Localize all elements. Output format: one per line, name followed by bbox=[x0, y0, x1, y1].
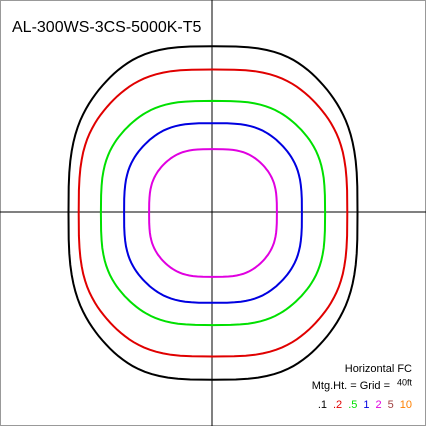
isoline bbox=[123, 122, 303, 304]
legend-entry: 5 bbox=[388, 399, 394, 411]
mounting-label: Mtg.Ht. = Grid = bbox=[312, 380, 390, 392]
chart-title: AL-300WS-3CS-5000K-T5 bbox=[12, 19, 202, 36]
legend-entry: .5 bbox=[348, 399, 357, 411]
legend-entry: 2 bbox=[376, 399, 382, 411]
legend-entry: .1 bbox=[318, 399, 327, 411]
isoline bbox=[148, 148, 278, 278]
isoline bbox=[77, 68, 349, 358]
legend-entry: 1 bbox=[363, 399, 369, 411]
isoline bbox=[99, 99, 327, 327]
isoline bbox=[67, 45, 359, 381]
legend-entry: .2 bbox=[333, 399, 342, 411]
units-label: Horizontal FC bbox=[345, 363, 412, 375]
mounting-value: 40ft bbox=[397, 377, 413, 387]
legend-entry: 10 bbox=[400, 399, 412, 411]
